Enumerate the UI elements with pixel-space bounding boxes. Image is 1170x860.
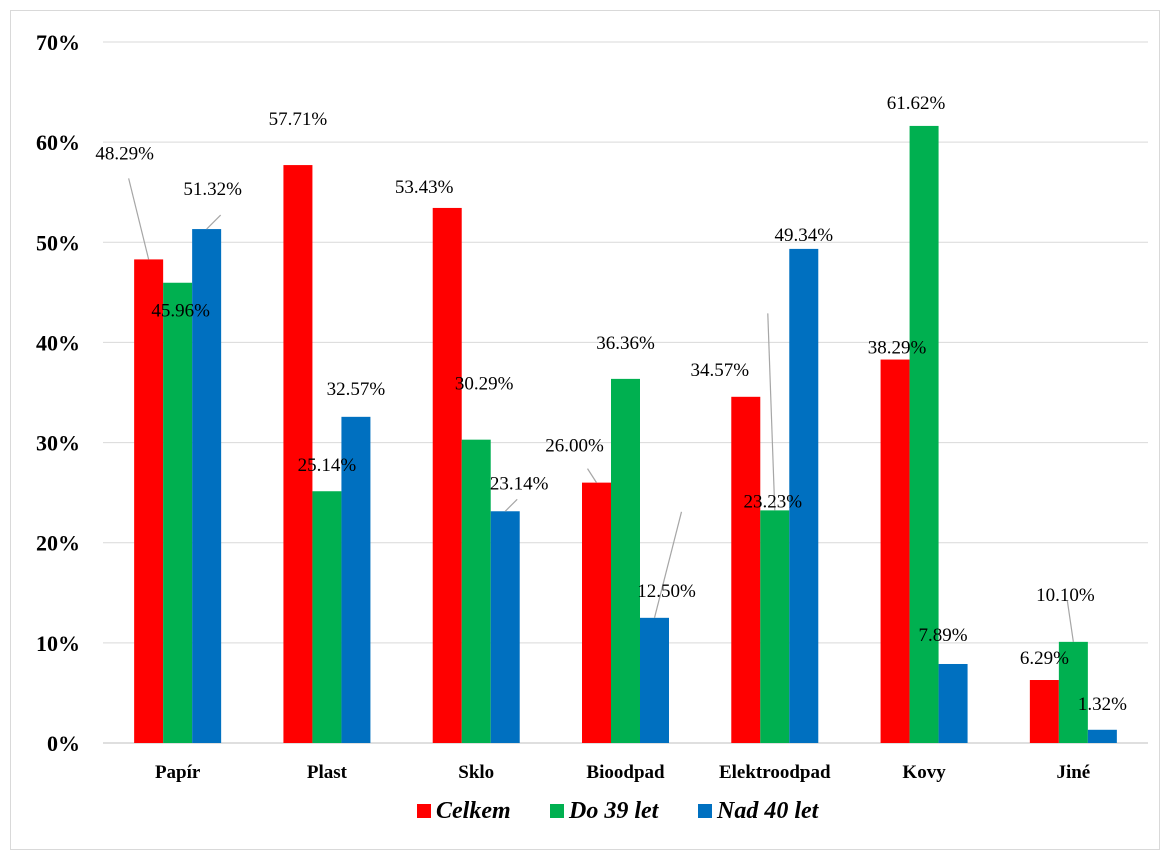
bar — [461, 439, 491, 743]
bar — [611, 378, 640, 743]
data-label: 26.00% — [545, 436, 604, 457]
data-label: 38.29% — [868, 338, 927, 359]
bar — [192, 229, 222, 743]
bar — [880, 359, 910, 743]
category-label: Jiné — [1056, 762, 1090, 783]
bar — [163, 282, 193, 743]
bar — [1058, 641, 1088, 743]
y-tick-label: 20% — [36, 531, 80, 556]
y-tick-label: 50% — [36, 230, 80, 255]
bar — [640, 617, 669, 743]
category-label: Kovy — [902, 762, 946, 783]
y-tick-label: 10% — [36, 631, 80, 656]
data-label: 51.32% — [183, 179, 242, 200]
leader-line — [1066, 600, 1074, 642]
bar — [134, 259, 164, 743]
data-label: 6.29% — [1020, 648, 1069, 669]
leader-line — [653, 511, 683, 618]
data-label: 49.34% — [774, 225, 833, 246]
data-label: 34.57% — [690, 360, 749, 381]
data-label: 12.50% — [637, 581, 696, 602]
leader-lines — [128, 178, 1074, 642]
category-label: Plast — [307, 762, 348, 783]
data-label: 10.10% — [1036, 585, 1095, 606]
bar — [582, 482, 611, 743]
y-axis-ticks: 0% 10% 20% 30% 40% 50% 60% 70% — [36, 30, 80, 756]
bar — [1029, 680, 1059, 743]
data-label: 53.43% — [395, 177, 454, 198]
legend-swatch — [417, 804, 431, 818]
leader-line — [206, 214, 222, 230]
bars — [134, 125, 1117, 744]
category-label: Bioodpad — [586, 762, 665, 783]
bar — [312, 491, 342, 743]
bar — [938, 663, 968, 743]
gridlines — [103, 41, 1148, 744]
x-axis-categories: Papír Plast Sklo Bioodpad Elektroodpad Kovy Ji… — [155, 762, 1090, 783]
bar — [789, 248, 819, 743]
legend-label: Nad 40 let — [716, 798, 820, 824]
leader-line — [767, 313, 776, 511]
bar — [760, 510, 790, 743]
bar — [731, 396, 761, 743]
data-label: 32.57% — [327, 379, 386, 400]
y-tick-label: 40% — [36, 330, 80, 355]
category-label: Sklo — [458, 762, 494, 783]
leader-line — [504, 498, 518, 512]
category-label: Elektroodpad — [719, 762, 831, 783]
data-label: 30.29% — [455, 374, 514, 395]
y-tick-label: 60% — [36, 130, 80, 155]
data-label: 45.96% — [151, 301, 210, 322]
legend-label: Celkem — [436, 798, 511, 824]
legend-swatch — [550, 804, 564, 818]
bar — [283, 165, 313, 744]
data-label: 25.14% — [298, 455, 357, 476]
bar — [432, 207, 462, 744]
data-label: 1.32% — [1078, 694, 1127, 715]
bar — [490, 511, 520, 743]
bar — [1087, 729, 1117, 743]
bar — [909, 125, 939, 743]
data-label: 36.36% — [596, 333, 655, 354]
legend-label: Do 39 let — [568, 798, 660, 824]
data-label: 57.71% — [269, 109, 328, 130]
y-tick-label: 30% — [36, 431, 80, 456]
data-label: 7.89% — [919, 625, 968, 646]
leader-line — [586, 468, 598, 483]
data-labels: 48.29% 45.96% 51.32% 57.71% 25.14% 32.57% 53.4… — [95, 93, 1127, 715]
category-label: Papír — [155, 762, 201, 783]
data-label: 23.23% — [743, 491, 802, 512]
bar — [341, 416, 371, 743]
legend: Celkem Do 39 let Nad 40 let — [417, 798, 820, 824]
data-label: 61.62% — [887, 93, 946, 114]
data-label: 48.29% — [95, 143, 154, 164]
leader-line — [128, 178, 150, 260]
y-tick-label: 70% — [36, 30, 80, 55]
y-tick-label: 0% — [47, 731, 80, 756]
data-label: 23.14% — [490, 473, 549, 494]
legend-swatch — [698, 804, 712, 818]
